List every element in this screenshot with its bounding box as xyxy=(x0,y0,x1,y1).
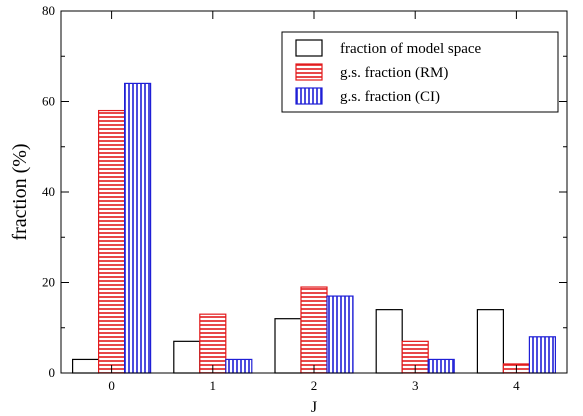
bar-3-cat-0 xyxy=(123,82,152,374)
bar-2-cat-2 xyxy=(300,286,328,374)
legend-label-2: g.s. fraction (RM) xyxy=(340,65,448,81)
bar-3-cat-2 xyxy=(326,295,354,374)
bar-1-cat-3 xyxy=(375,309,403,374)
y-tick-label: 20 xyxy=(42,275,55,290)
x-tick-label: 4 xyxy=(513,378,520,393)
x-tick-label: 0 xyxy=(108,378,115,393)
bar-2-cat-1 xyxy=(199,313,227,374)
x-tick-label: 1 xyxy=(210,378,217,393)
bar-1-cat-2 xyxy=(274,318,302,374)
x-tick-label: 2 xyxy=(311,378,318,393)
x-tick-label: 3 xyxy=(412,378,419,393)
bar-3-cat-3 xyxy=(427,358,455,374)
legend-label-3: g.s. fraction (CI) xyxy=(340,89,440,105)
legend-frame xyxy=(281,31,559,113)
y-tick-label: 80 xyxy=(42,3,55,18)
bar-1-cat-1 xyxy=(173,340,201,374)
y-tick-label: 0 xyxy=(49,365,56,380)
bars-group xyxy=(71,82,557,374)
bar-1-cat-0 xyxy=(71,358,100,374)
y-axis-label: fraction (%) xyxy=(9,143,31,240)
legend-swatch-2 xyxy=(295,63,323,81)
legend-label-1: fraction of model space xyxy=(340,41,482,57)
y-tick-label: 60 xyxy=(42,94,55,109)
legend: fraction of model space g.s. fraction (RM… xyxy=(281,31,559,113)
bar-1-cat-4 xyxy=(476,309,504,374)
bar-3-cat-4 xyxy=(528,336,557,374)
legend-swatch-3 xyxy=(295,87,323,105)
bar-3-cat-1 xyxy=(225,358,253,374)
y-tick-label: 40 xyxy=(42,184,55,199)
legend-swatch-1 xyxy=(295,39,323,57)
bar-2-cat-0 xyxy=(97,109,126,374)
x-axis-label: J xyxy=(311,399,317,416)
